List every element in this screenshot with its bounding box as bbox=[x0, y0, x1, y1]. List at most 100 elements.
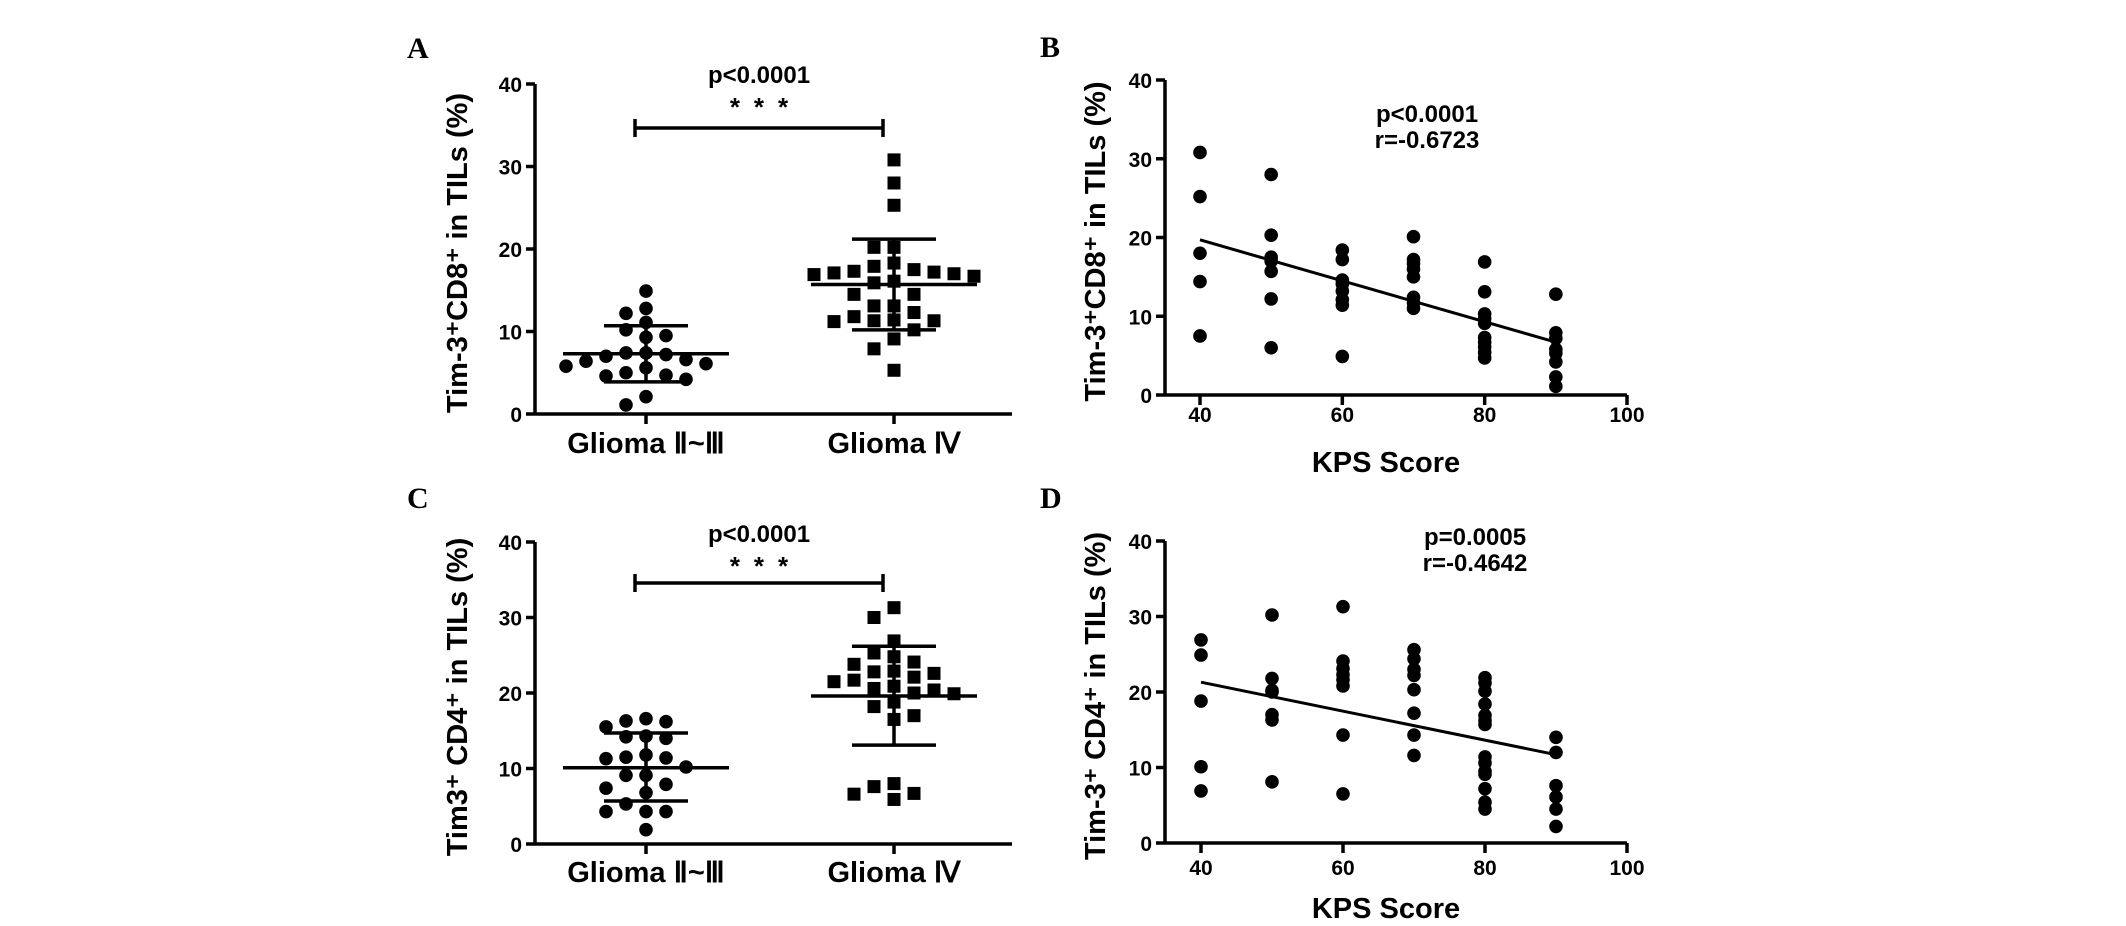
data-point-square bbox=[867, 646, 881, 660]
data-point-circle bbox=[639, 301, 653, 316]
y-tick-label: 40 bbox=[499, 74, 522, 97]
data-point-circle bbox=[639, 389, 653, 404]
y-axis-title: Tim-3⁺ CD4⁺ in TILs (%) bbox=[1080, 532, 1112, 860]
panel-letter: A bbox=[407, 32, 429, 65]
data-point-circle bbox=[659, 714, 673, 729]
data-point bbox=[1407, 706, 1421, 720]
data-point-circle bbox=[659, 328, 673, 343]
x-category-label: Glioma Ⅳ bbox=[827, 428, 961, 460]
data-point bbox=[1336, 679, 1350, 693]
data-point bbox=[1478, 767, 1492, 782]
x-tick-label: 100 bbox=[1609, 857, 1644, 880]
data-point-square bbox=[887, 363, 901, 377]
data-point bbox=[1265, 608, 1279, 622]
data-point-circle bbox=[659, 731, 673, 746]
data-point-square bbox=[967, 269, 981, 283]
data-point bbox=[1265, 775, 1279, 789]
data-point-square bbox=[807, 268, 821, 282]
data-point bbox=[1264, 167, 1278, 182]
x-category-label: Glioma Ⅳ bbox=[827, 857, 961, 889]
data-point-circle bbox=[619, 768, 633, 783]
panel-a: A 0 10 20 30 40 Tim-3⁺CD8⁺ in TILs (%) Glioma Ⅱ… bbox=[407, 32, 1012, 460]
y-tick-label: 40 bbox=[1129, 531, 1152, 554]
data-point-square bbox=[907, 655, 921, 669]
data-point bbox=[1549, 819, 1563, 834]
x-tick-label: 100 bbox=[1609, 404, 1644, 427]
data-point-square bbox=[887, 153, 901, 167]
x-tick-label: 80 bbox=[1473, 404, 1496, 427]
data-point-square bbox=[907, 287, 921, 301]
panel-d: D 0 10 20 30 40 Tim-3⁺ CD4⁺ in TILs (%) 40 60 80 1… bbox=[1040, 482, 1645, 925]
data-point bbox=[1264, 264, 1278, 279]
data-point-square bbox=[887, 198, 901, 212]
data-point-circle bbox=[679, 372, 693, 387]
data-point-circle bbox=[639, 711, 653, 726]
data-point bbox=[1336, 787, 1350, 801]
data-point-square bbox=[887, 634, 901, 648]
data-point-square bbox=[847, 264, 861, 278]
data-point bbox=[1549, 730, 1563, 745]
data-point bbox=[1477, 351, 1492, 365]
data-point bbox=[1478, 697, 1492, 711]
data-point-square bbox=[887, 792, 901, 806]
data-point-square bbox=[847, 310, 861, 324]
data-point-circle bbox=[639, 822, 653, 837]
data-point bbox=[1477, 255, 1492, 269]
x-axis-title: KPS Score bbox=[1312, 893, 1460, 925]
data-point bbox=[1549, 802, 1563, 816]
y-tick-label: 20 bbox=[1129, 228, 1152, 251]
data-point-circle bbox=[599, 751, 613, 766]
data-point bbox=[1193, 329, 1207, 343]
data-point-square bbox=[847, 787, 861, 801]
data-point-square bbox=[827, 675, 841, 689]
data-point bbox=[1549, 355, 1563, 369]
y-tick-label: 0 bbox=[510, 834, 522, 857]
y-tick-label: 0 bbox=[1140, 833, 1152, 856]
data-point-circle bbox=[579, 354, 593, 369]
data-point bbox=[1265, 671, 1279, 686]
y-axis-title: Tim-3⁺CD8⁺ in TILs (%) bbox=[1080, 81, 1112, 401]
data-point-circle bbox=[599, 804, 613, 819]
data-point-square bbox=[827, 266, 841, 280]
data-point-square bbox=[867, 780, 881, 794]
y-tick-label: 10 bbox=[499, 759, 522, 782]
data-point-circle bbox=[659, 751, 673, 765]
data-point bbox=[1194, 694, 1208, 708]
data-point bbox=[1478, 802, 1492, 816]
data-point-square bbox=[847, 287, 861, 301]
y-tick-label: 20 bbox=[1129, 682, 1152, 705]
y-tick-label: 40 bbox=[1129, 70, 1152, 93]
data-point bbox=[1193, 274, 1207, 289]
data-point bbox=[1335, 252, 1350, 267]
data-point-square bbox=[907, 709, 921, 723]
data-point bbox=[1193, 246, 1207, 261]
data-point-square bbox=[867, 681, 881, 695]
data-point-circle bbox=[599, 781, 613, 795]
data-point-circle bbox=[619, 306, 633, 321]
data-point-square bbox=[887, 777, 901, 791]
data-point bbox=[1406, 270, 1421, 284]
data-point-square bbox=[907, 263, 921, 277]
y-axis-title: Tim3⁺ CD4⁺ in TILs (%) bbox=[442, 538, 474, 857]
data-point-circle bbox=[619, 365, 633, 380]
data-point-circle bbox=[659, 804, 673, 819]
data-point bbox=[1407, 728, 1421, 742]
y-tick-label: 0 bbox=[510, 404, 522, 427]
data-point-square bbox=[847, 673, 861, 687]
p-value-label: p<0.0001 bbox=[708, 62, 810, 89]
significance-stars: *** bbox=[730, 551, 802, 581]
data-point-circle bbox=[679, 352, 693, 367]
data-point-square bbox=[927, 666, 941, 680]
data-point-square bbox=[907, 670, 921, 684]
data-point bbox=[1194, 648, 1208, 662]
data-point bbox=[1193, 189, 1207, 204]
data-point bbox=[1407, 668, 1421, 683]
data-point bbox=[1549, 790, 1563, 804]
regression-line bbox=[1199, 238, 1557, 344]
data-point-circle bbox=[559, 359, 573, 373]
data-point-square bbox=[867, 611, 881, 624]
data-point-square bbox=[907, 306, 921, 320]
significance-bracket bbox=[633, 574, 885, 592]
data-point-circle bbox=[599, 720, 613, 734]
data-point bbox=[1407, 651, 1421, 666]
